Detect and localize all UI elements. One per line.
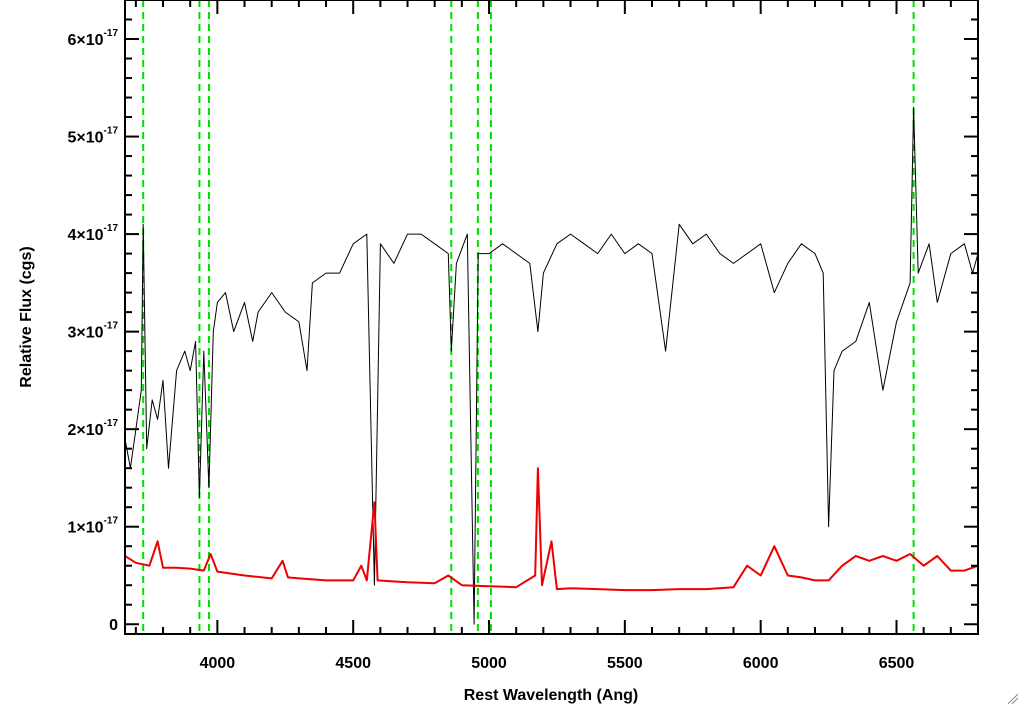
y-tick-label: 6×10-17 [68, 28, 119, 49]
y-tick-label: 1×10-17 [68, 516, 119, 537]
y-axis-title: Relative Flux (cgs) [18, 246, 35, 387]
x-tick-label: 4000 [200, 655, 236, 672]
x-tick-label: 4500 [335, 655, 371, 672]
x-tick-label: 5000 [471, 655, 507, 672]
y-tick-label: 5×10-17 [68, 126, 119, 147]
x-tick-label: 6000 [743, 655, 779, 672]
observed-spectrum-line [124, 106, 979, 625]
x-tick-label: 6500 [879, 655, 915, 672]
spectrum-series [124, 106, 979, 625]
emission-line-markers [142, 0, 915, 634]
x-tick-label: 5500 [607, 655, 643, 672]
model-spectrum-line [124, 467, 979, 592]
plot-frame [124, 0, 979, 635]
y-tick-label: 3×10-17 [68, 321, 119, 342]
y-tick-labels: 0 1×10-17 2×10-17 3×10-17 4×10-17 5×10-17 6×10… [68, 28, 119, 634]
y-tick-label: 4×10-17 [68, 223, 119, 244]
y-tick-label: 2×10-17 [68, 418, 119, 439]
resize-grip-icon[interactable] [1006, 692, 1018, 704]
y-tick-label: 0 [109, 617, 118, 634]
x-tick-labels: 4000 4500 5000 5500 6000 6500 [200, 655, 915, 672]
x-axis-title: Rest Wavelength (Ang) [464, 687, 639, 704]
axis-ticks [125, 0, 979, 634]
